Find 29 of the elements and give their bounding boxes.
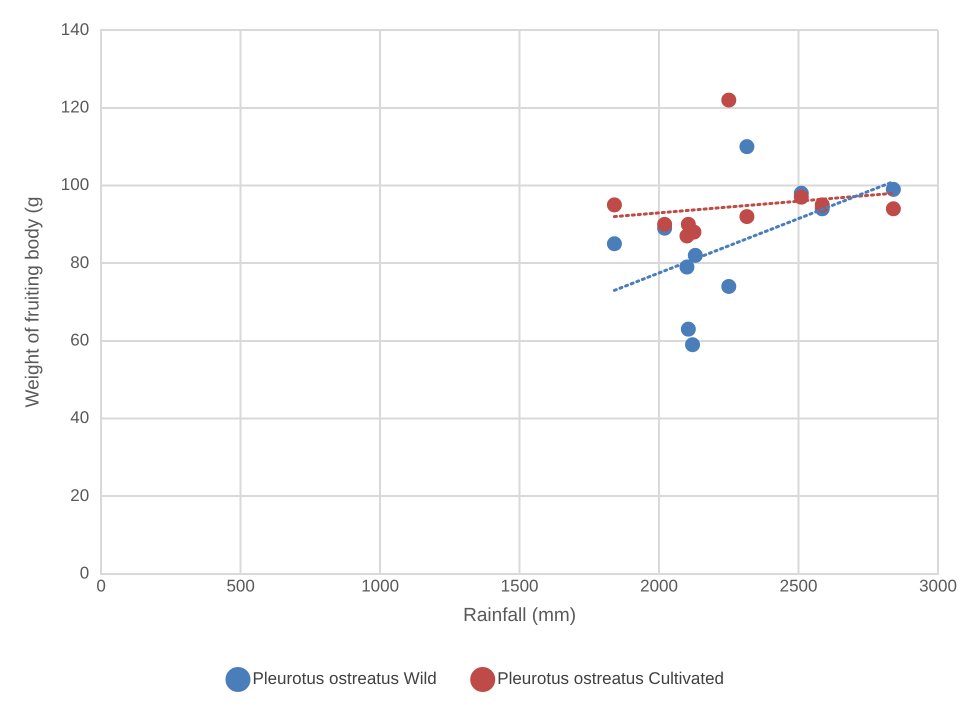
x-tick-label: 1000 [361, 576, 400, 596]
x-tick-label: 0 [96, 576, 106, 596]
y-tick-label: 100 [60, 175, 90, 194]
point [721, 92, 736, 108]
x-tick-label: 1500 [500, 576, 538, 596]
y-tick-label: 80 [70, 252, 90, 272]
point [680, 322, 696, 337]
y-axis-title: Weight of fruiting body (g [22, 196, 44, 408]
x-tick-label: 500 [226, 576, 255, 596]
point [606, 197, 622, 212]
point [739, 209, 754, 224]
legend-label: Pleurotus ostreatus Wild [252, 669, 437, 688]
x-axis-title: Rainfall (mm) [463, 604, 576, 626]
y-tick-label: 40 [70, 408, 90, 428]
point [739, 139, 754, 154]
x-tick-label: 3000 [919, 576, 957, 596]
y-tick-label: 0 [80, 563, 90, 582]
x-tick-label: 2000 [640, 576, 678, 596]
point [886, 201, 901, 216]
y-tick-label: 120 [60, 98, 90, 117]
y-tick-label: 140 [60, 20, 90, 39]
x-tick-label: 2500 [780, 576, 818, 596]
point [721, 278, 736, 294]
point [657, 216, 672, 232]
y-tick-label: 60 [70, 330, 90, 350]
point [685, 337, 700, 352]
point [606, 236, 622, 252]
legend-label: Pleurotus ostreatus Cultivated [497, 669, 724, 688]
y-tick-label: 20 [70, 486, 90, 505]
